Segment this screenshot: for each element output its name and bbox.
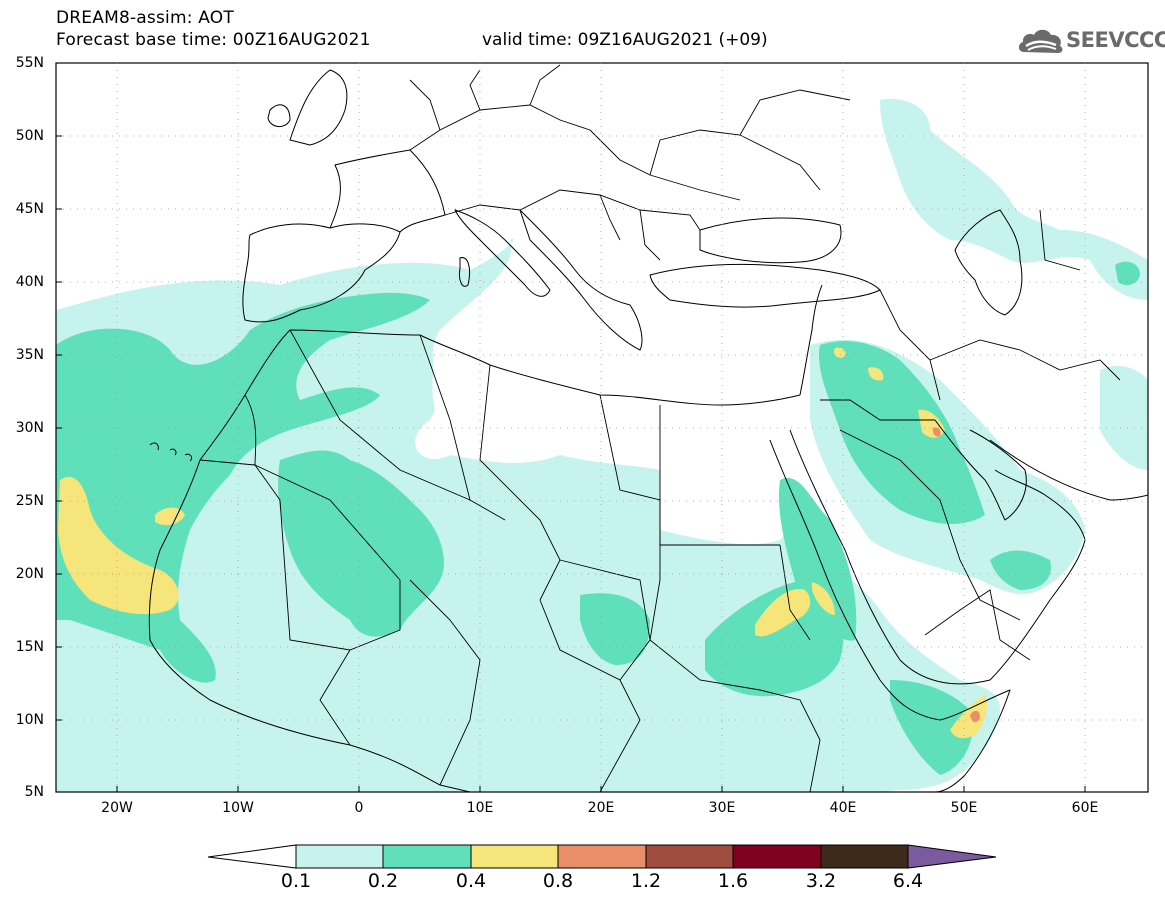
coast-black-sea <box>699 217 842 264</box>
coast-persian-gulf <box>934 419 1027 521</box>
aot-peak-eritrea <box>812 582 835 615</box>
gridlines <box>56 63 1148 792</box>
title-line-1: DREAM8-assim: AOT <box>56 8 234 28</box>
title-line-2: Forecast base time: 00Z16AUG2021 <box>56 30 371 50</box>
coast-levant <box>799 284 823 396</box>
coast-britain <box>289 69 348 146</box>
colorbar <box>207 844 997 869</box>
logo: SEEVCCC <box>1016 24 1165 58</box>
colorbar-bin-1 <box>295 844 384 869</box>
cloud-icon <box>1018 29 1063 53</box>
lon-label-20w: 20W <box>101 800 133 816</box>
valid-time: valid time: 09Z16AUG2021 (+09) <box>482 30 768 50</box>
colorbar-tick-0-4: 0.4 <box>455 870 487 892</box>
lat-label-40n: 40N <box>15 274 44 290</box>
aot-band-chad <box>580 593 650 665</box>
coast-north-africa <box>199 329 801 461</box>
colorbar-bin-5 <box>645 844 734 869</box>
coast-italy <box>454 209 551 297</box>
aot-band-caspian <box>1115 261 1140 286</box>
aot-peak-iraq-north <box>868 367 884 381</box>
coastlines <box>148 69 1148 792</box>
lat-label-25n: 25N <box>15 493 44 509</box>
lat-label-55n: 55N <box>15 55 44 71</box>
colorbar-tick-3-2: 3.2 <box>805 870 837 892</box>
lat-label-20n: 20N <box>15 566 44 582</box>
lon-label-60e: 60E <box>1071 800 1099 816</box>
aot-peak-ethiopia <box>755 589 811 637</box>
lon-label-10e: 10E <box>466 800 494 816</box>
coast-ireland <box>267 104 291 127</box>
coast-somalia <box>934 689 1011 792</box>
colorbar-tick-0-1: 0.1 <box>280 870 312 892</box>
lon-label-0: 0 <box>354 800 364 816</box>
aot-band-arabia <box>990 550 1051 590</box>
colorbar-tick-0-8: 0.8 <box>542 870 574 892</box>
coast-arabia-south <box>989 469 1086 681</box>
colorbar-bin-6 <box>732 844 822 869</box>
lat-label-5n: 5N <box>24 784 44 800</box>
lat-label-50n: 50N <box>15 128 44 144</box>
colorbar-tick-1-2: 1.2 <box>630 870 662 892</box>
colorbar-high-arrow <box>907 844 997 869</box>
coast-canaries <box>149 442 193 462</box>
lon-label-10w: 10W <box>222 800 254 816</box>
colorbar-tick-0-2: 0.2 <box>367 870 399 892</box>
aot-band-iraq <box>819 340 985 525</box>
aot-field <box>56 64 1148 792</box>
axis-ticks <box>56 62 1086 793</box>
colorbar-bin-4 <box>557 844 647 869</box>
lat-label-10n: 10N <box>15 712 44 728</box>
aot-peak-west-sahara <box>58 476 179 615</box>
colorbar-bin-7 <box>820 844 909 869</box>
logo-text: SEEVCCC <box>1066 28 1165 52</box>
colorbar-bin-2 <box>382 844 472 869</box>
aot-peak-somalia-core <box>970 710 980 723</box>
lat-label-30n: 30N <box>15 420 44 436</box>
lon-label-20e: 20E <box>587 800 615 816</box>
aot-shade-east-edge <box>1100 365 1148 470</box>
borders <box>199 64 1121 792</box>
coast-sardinia <box>459 257 471 287</box>
aot-clear-egypt <box>660 450 791 545</box>
colorbar-low-arrow <box>207 844 297 869</box>
aot-shade-caspian <box>880 99 1148 300</box>
lat-label-45n: 45N <box>15 201 44 217</box>
coast-caspian <box>954 209 1023 316</box>
coast-west-africa <box>148 459 471 792</box>
colorbar-tick-6-4: 6.4 <box>892 870 924 892</box>
aot-peak-kuwait-core <box>932 427 941 437</box>
lon-label-40e: 40E <box>829 800 857 816</box>
lon-label-50e: 50E <box>950 800 978 816</box>
aot-band-mauritania <box>278 450 444 637</box>
aot-band-yemen <box>890 680 973 775</box>
coast-anatolia <box>649 264 881 308</box>
colorbar-tick-1-6: 1.6 <box>717 870 749 892</box>
aot-clear-sahara <box>432 333 794 455</box>
colorbar-bin-3 <box>470 844 559 869</box>
lon-label-30e: 30E <box>708 800 736 816</box>
aot-peak-somalia <box>950 695 987 739</box>
aot-peak-syria <box>833 347 846 358</box>
lat-label-35n: 35N <box>15 347 44 363</box>
lat-label-15n: 15N <box>15 639 44 655</box>
coast-balkans <box>519 209 643 351</box>
aot-peak-dakhla <box>155 507 185 526</box>
coast-red-sea-east <box>789 429 991 685</box>
coast-iran <box>989 439 1148 501</box>
coast-france <box>329 149 446 233</box>
coast-red-sea-west <box>769 439 941 721</box>
